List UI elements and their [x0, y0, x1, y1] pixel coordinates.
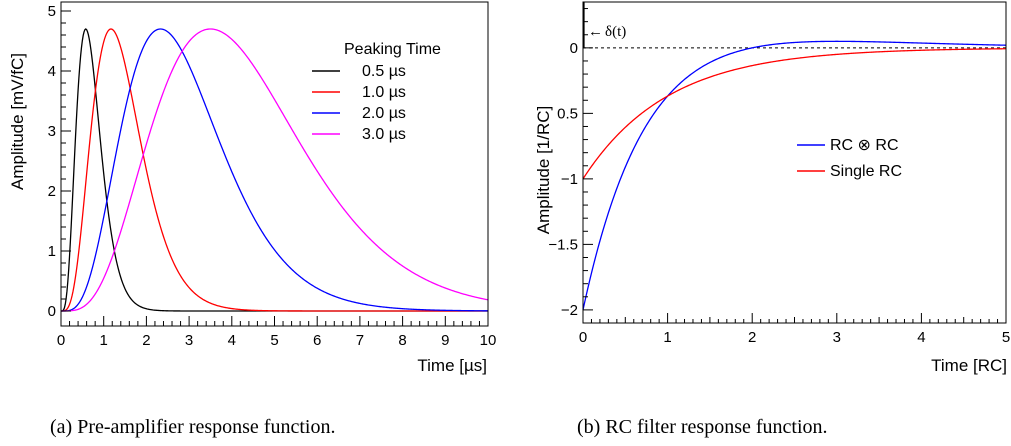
y-tick-label-a: 2: [48, 183, 56, 200]
legend-label-a-0: 0.5 µs: [362, 63, 406, 80]
series-line-a-0: [60, 28, 488, 312]
y-tick-label-b: 0: [570, 40, 578, 57]
y-tick-label-a: 4: [48, 63, 56, 80]
y-tick-label-a: 5: [48, 3, 56, 20]
series-line-b-1: [582, 48, 1007, 180]
x-tick-label-a: 5: [270, 332, 278, 349]
legend-b: RC ⊗ RC Single RC: [797, 137, 902, 180]
y-tick-label-b: −2: [561, 302, 578, 319]
legend-label-a-3: 3.0 µs: [362, 126, 406, 143]
chart-a: 0 1 2 3 4 5 6 7 8 9 10 0 1 2 3 4 5 Time [µs] Amplitude …: [8, 1, 497, 438]
y-tick-label-b: 0.5: [557, 105, 578, 122]
x-tick-label-b: 1: [663, 329, 671, 346]
x-tick-label-a: 6: [313, 332, 321, 349]
x-tick-label-b: 2: [748, 329, 756, 346]
x-tick-label-a: 1: [100, 332, 108, 349]
x-tick-label-b: 5: [1002, 329, 1010, 346]
x-tick-label-a: 4: [228, 332, 236, 349]
x-tick-label-a: 9: [441, 332, 449, 349]
x-tick-label-a: 8: [398, 332, 406, 349]
x-axis-label-a: Time [µs]: [417, 356, 487, 375]
y-tick-label-a: 1: [48, 243, 56, 260]
legend-label-a-1: 1.0 µs: [362, 84, 406, 101]
y-tick-label-b: −1.5: [548, 236, 578, 253]
y-tick-label-a: 0: [48, 303, 56, 320]
x-tick-label-a: 0: [57, 332, 65, 349]
legend-label-a-2: 2.0 µs: [362, 105, 406, 122]
x-tick-label-b: 0: [579, 329, 587, 346]
legend-label-b-1: Single RC: [830, 163, 902, 180]
x-tick-label-a: 7: [356, 332, 364, 349]
x-tick-label-a: 2: [142, 332, 150, 349]
delta-annotation: ← δ(t): [588, 24, 626, 40]
caption-a: (a) Pre-amplifier response function.: [50, 416, 335, 438]
legend-title-a: Peaking Time: [344, 41, 441, 58]
x-tick-label-a: 10: [480, 332, 497, 349]
legend-a: Peaking Time 0.5 µs 1.0 µs 2.0 µs 3.0 µs: [312, 41, 441, 143]
y-axis-label-b: Amplitude [1/RC]: [534, 106, 553, 235]
x-tick-label-b: 3: [833, 329, 841, 346]
x-tick-label-b: 4: [917, 329, 925, 346]
series-line-b-0: [582, 40, 1007, 311]
legend-label-b-0: RC ⊗ RC: [830, 137, 899, 154]
series-line-a-3: [61, 28, 489, 312]
chart-b: 0 1 2 3 4 5 0 0.5 −1 −1.5 −2 Time [RC] Amplitude …: [534, 1, 1010, 438]
x-tick-label-a: 3: [185, 332, 193, 349]
series-line-a-2: [61, 28, 489, 312]
x-axis-label-b: Time [RC]: [931, 356, 1007, 375]
y-tick-label-a: 3: [48, 123, 56, 140]
series-line-a-1: [61, 28, 488, 312]
y-tick-label-b: −1: [561, 171, 578, 188]
y-axis-label-a: Amplitude [mV/fC]: [8, 53, 27, 190]
caption-b: (b) RC filter response function.: [577, 416, 828, 438]
